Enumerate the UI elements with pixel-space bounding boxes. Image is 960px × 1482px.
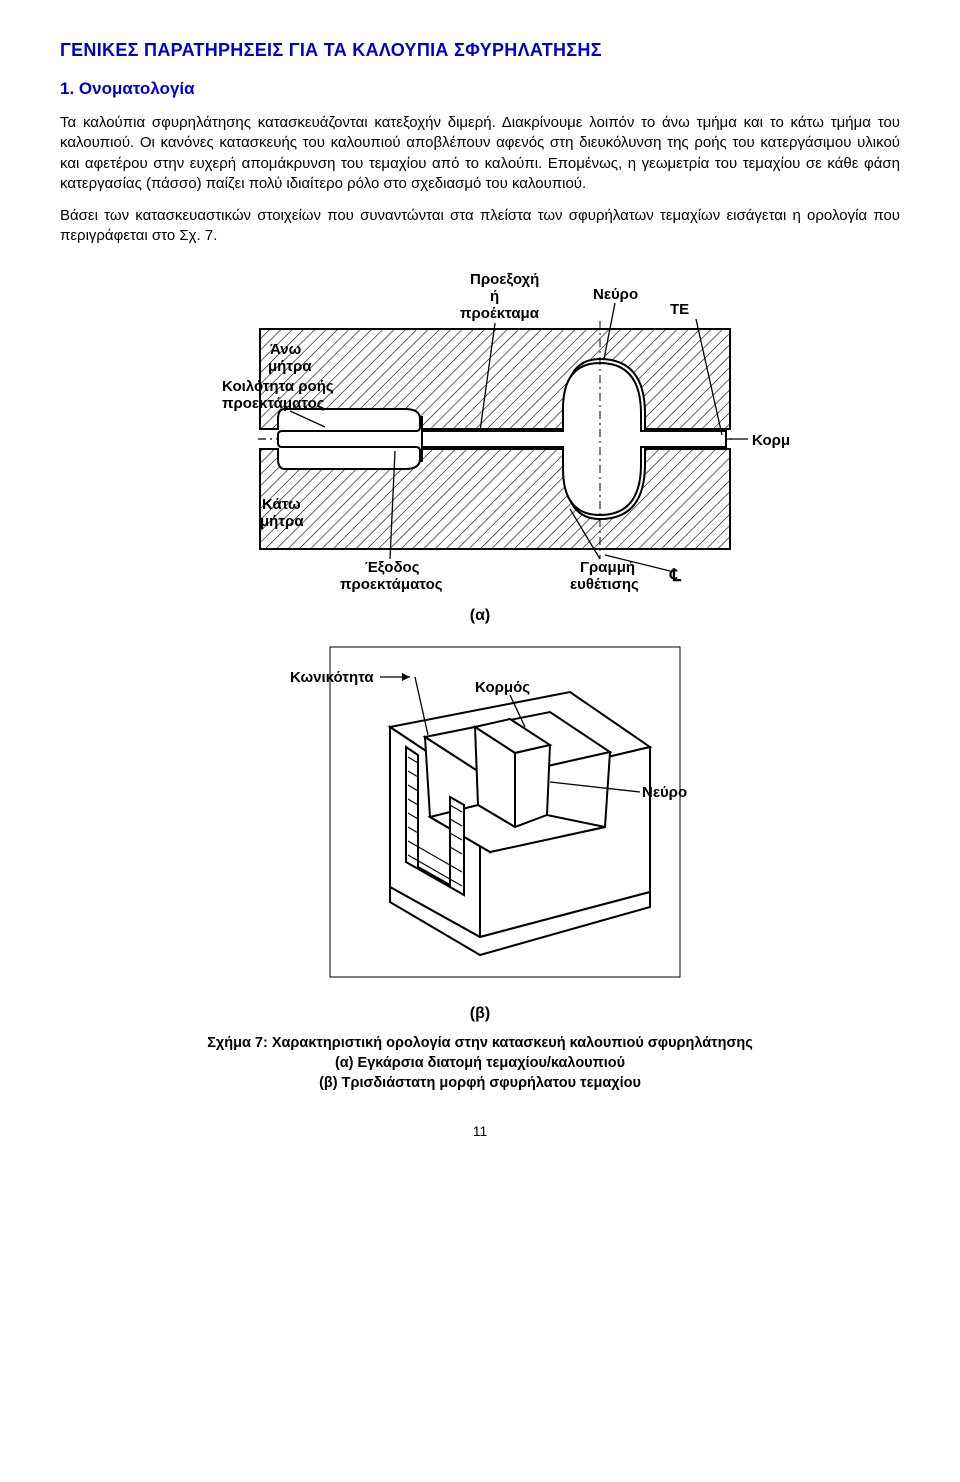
figure-b-svg: Κωνικότητα Κορμός Νεύρο (250, 637, 710, 997)
page-number: 11 (60, 1123, 900, 1139)
page-title: ΓΕΝΙΚΕΣ ΠΑΡΑΤΗΡΗΣΕΙΣ ΓΙΑ ΤΑ ΚΑΛΟΥΠΙΑ ΣΦΥ… (60, 40, 900, 61)
label-kormos-a: Κορμός (752, 432, 790, 449)
label-gram1: Γραμμή (580, 559, 635, 576)
label-ano2: μήτρα (268, 358, 312, 375)
label-te: ΤΕ (670, 301, 689, 318)
figure-a-svg: Προεξοχή ή προέκταμα Νεύρο ΤΕ Άνω μήτρα … (170, 259, 790, 599)
figure-b-beta: (β) (60, 1005, 900, 1023)
figure-b: Κωνικότητα Κορμός Νεύρο (β) (60, 637, 900, 1023)
paragraph-2: Βάσει των κατασκευαστικών στοιχείων που … (60, 206, 900, 247)
caption-line-1: Σχήμα 7: Χαρακτηριστική ορολογία στην κα… (60, 1033, 900, 1053)
label-proexochi2: ή (490, 288, 499, 305)
label-koil1: Κοιλότητα ροής (222, 378, 334, 395)
label-neuro-b: Νεύρο (642, 784, 687, 801)
caption-line-2: (α) Εγκάρσια διατομή τεμαχίου/καλουπιού (60, 1053, 900, 1073)
figure-caption: Σχήμα 7: Χαρακτηριστική ορολογία στην κα… (60, 1033, 900, 1094)
figure-a-alpha: (α) (60, 607, 900, 625)
figure-a: Προεξοχή ή προέκταμα Νεύρο ΤΕ Άνω μήτρα … (60, 259, 900, 625)
label-proexochi3: προέκταμα (460, 305, 540, 322)
label-neuro-a: Νεύρο (593, 286, 638, 303)
label-proexochi1: Προεξοχή (470, 271, 539, 288)
label-cl: ℄ (669, 566, 682, 585)
label-gram2: ευθέτισης (570, 576, 639, 593)
caption-line-3: (β) Τρισδιάστατη μορφή σφυρήλατου τεμαχί… (60, 1073, 900, 1093)
section-heading: 1. Ονοματολογία (60, 79, 900, 99)
label-kato1: Κάτω (262, 496, 301, 513)
label-kormos-b: Κορμός (475, 679, 530, 696)
label-kato2: μήτρα (260, 513, 304, 530)
label-ano1: Άνω (270, 341, 302, 358)
label-exod1: Έξοδος (365, 559, 420, 576)
label-exod2: προεκτάματος (340, 576, 443, 593)
label-konikotita: Κωνικότητα (290, 669, 374, 686)
paragraph-1: Τα καλούπια σφυρηλάτησης κατασκευάζονται… (60, 113, 900, 194)
label-koil2: προεκτάματος (222, 395, 325, 412)
